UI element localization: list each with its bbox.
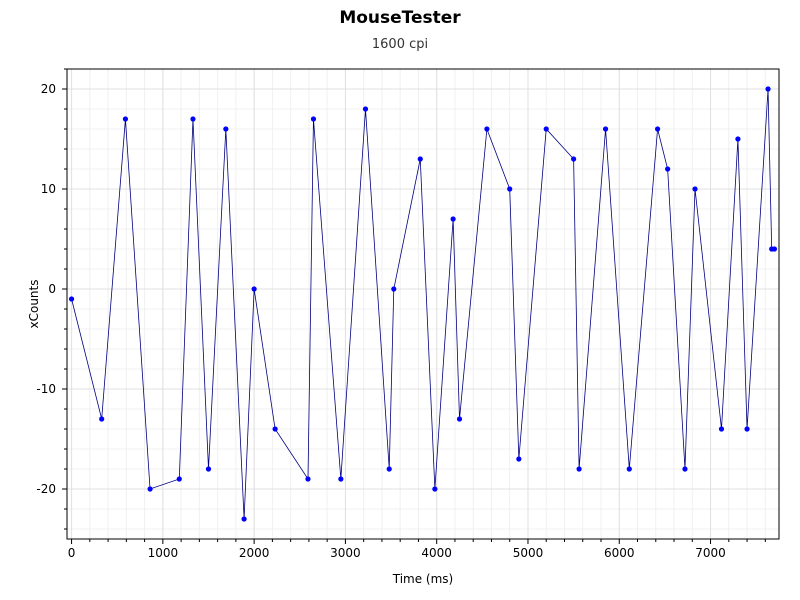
y-tick-label: -10 [36,382,56,396]
data-point [223,126,229,132]
plot-frame [66,68,780,540]
data-point [744,426,750,432]
data-point [602,126,609,132]
data-point [272,426,278,432]
data-point [310,116,317,122]
data-point [507,186,513,192]
data-point [305,476,311,482]
chart-title: MouseTester [339,8,461,28]
data-point [68,296,75,302]
data-point [417,156,423,162]
data-point [338,476,344,482]
data-point [99,416,105,422]
data-point [251,286,257,292]
data-point [147,486,153,492]
data-point [682,466,688,472]
x-axis-label: Time (ms) [392,572,454,586]
data-point [516,456,522,462]
data-point [665,166,671,172]
data-point [176,476,182,482]
y-axis-label: xCounts [27,280,41,329]
data-point [391,286,397,292]
y-tick-label: 10 [41,182,56,196]
data-point [571,156,577,162]
data-point [626,466,632,472]
x-tick-label: 6000 [604,546,635,560]
data-point [450,216,456,222]
x-tick-label: 2000 [239,546,270,560]
data-point [735,136,741,142]
data-point [654,126,661,132]
x-tick-label: 4000 [421,546,452,560]
data-point [362,106,369,112]
series-line [71,88,775,520]
data-point [543,126,549,132]
data-point [456,416,463,422]
chart-subtitle: 1600 cpi [371,37,429,52]
data-point [692,186,698,192]
data-point [386,466,392,472]
data-point [765,86,771,92]
data-point [205,466,212,472]
data-point [241,516,247,522]
data-point [190,116,196,122]
y-tick-label: 0 [48,282,56,296]
data-point [122,116,129,122]
x-tick-label: 7000 [695,546,726,560]
data-point [771,246,778,252]
data-point [432,486,438,492]
x-tick-label: 3000 [330,546,361,560]
x-tick-label: 1000 [148,546,179,560]
x-tick-label: 0 [68,546,76,560]
data-point [576,466,582,472]
y-tick-label: -20 [36,482,56,496]
y-tick-label: 20 [41,82,56,96]
data-point [484,126,490,132]
data-point [718,426,725,432]
x-tick-label: 5000 [513,546,544,560]
